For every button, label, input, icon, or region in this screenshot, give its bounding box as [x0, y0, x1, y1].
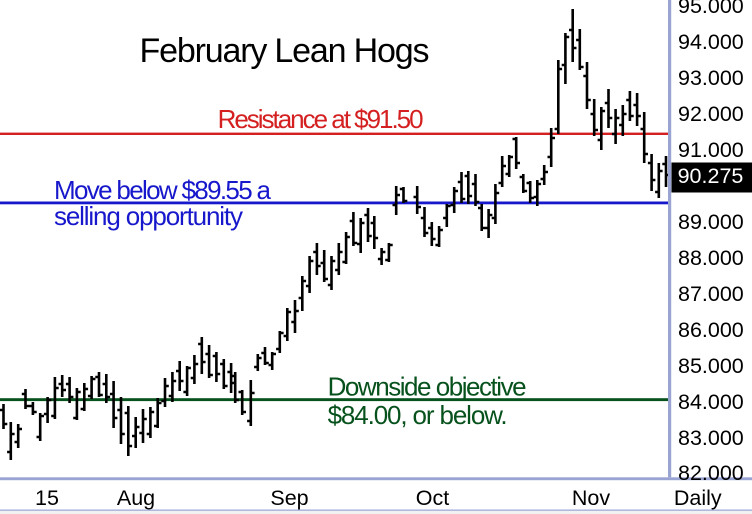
svg-text:Oct: Oct: [416, 486, 449, 510]
svg-text:90.275: 90.275: [678, 164, 744, 188]
svg-text:91.000: 91.000: [678, 138, 744, 162]
svg-text:85.000: 85.000: [678, 354, 744, 378]
svg-text:15: 15: [35, 486, 59, 510]
svg-text:89.000: 89.000: [678, 210, 744, 234]
svg-text:87.000: 87.000: [678, 282, 744, 306]
svg-text:93.000: 93.000: [678, 66, 744, 90]
svg-text:Downside objective: Downside objective: [328, 371, 527, 401]
svg-text:94.000: 94.000: [678, 30, 744, 54]
svg-text:Nov: Nov: [572, 486, 610, 510]
svg-text:Aug: Aug: [117, 486, 155, 510]
svg-text:83.000: 83.000: [678, 426, 744, 450]
svg-text:95.000: 95.000: [678, 0, 744, 18]
svg-text:92.000: 92.000: [678, 102, 744, 126]
svg-text:Sep: Sep: [270, 486, 308, 510]
svg-text:88.000: 88.000: [678, 246, 744, 270]
svg-text:Move below $89.55 a: Move below $89.55 a: [54, 175, 272, 205]
svg-text:Daily: Daily: [674, 486, 722, 510]
svg-text:86.000: 86.000: [678, 318, 744, 342]
svg-text:Resistance at $91.50: Resistance at $91.50: [218, 104, 424, 134]
svg-text:84.000: 84.000: [678, 390, 744, 414]
svg-text:selling opportunity: selling opportunity: [54, 201, 243, 231]
svg-text:February Lean Hogs: February Lean Hogs: [140, 32, 430, 70]
svg-text:$84.00, or below.: $84.00, or below.: [328, 400, 508, 430]
svg-text:82.000: 82.000: [678, 461, 744, 485]
